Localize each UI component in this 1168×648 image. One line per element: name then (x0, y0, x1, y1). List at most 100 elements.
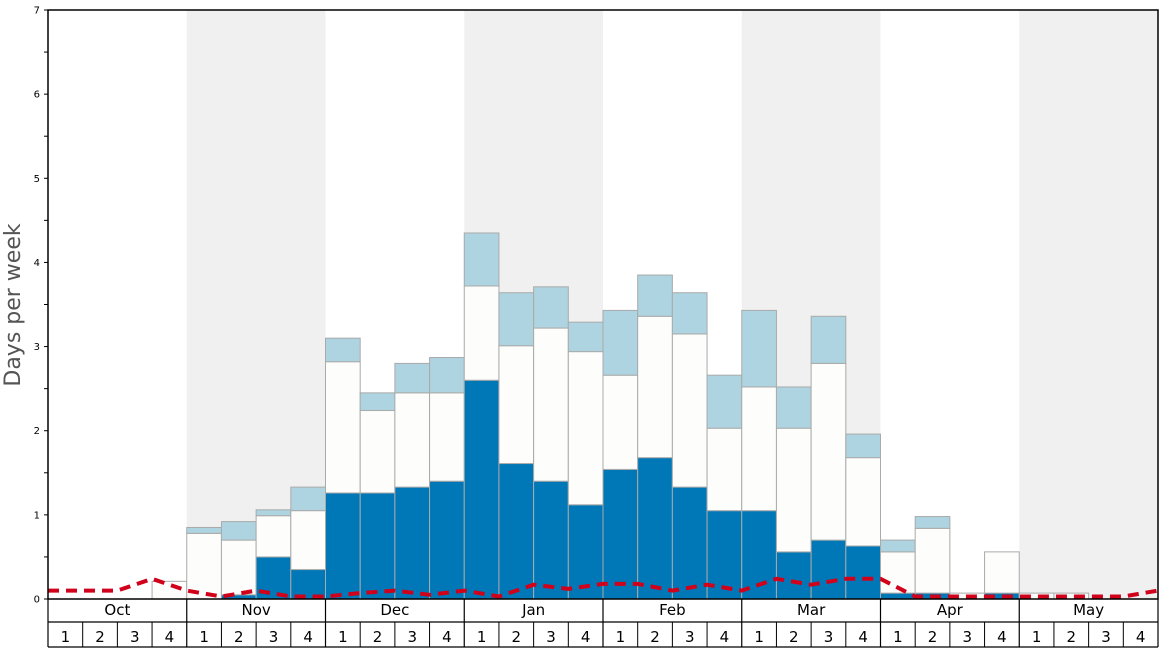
week-label: 3 (130, 628, 140, 646)
bar-segment (290, 486, 326, 512)
bar-segment (186, 532, 222, 600)
month-label: Feb (659, 601, 686, 619)
bar-segment (220, 539, 257, 596)
y-tick-label: 0 (34, 595, 40, 606)
week-label: 2 (512, 628, 522, 646)
week-label: 1 (338, 628, 348, 646)
bar-segment (463, 285, 500, 381)
bar-segment (186, 526, 222, 534)
week-label: 1 (199, 628, 209, 646)
week-label: 4 (581, 628, 591, 646)
week-label: 1 (61, 628, 71, 646)
week-label: 4 (720, 628, 730, 646)
bar-segment (498, 292, 535, 347)
week-label: 2 (234, 628, 244, 646)
week-label: 3 (685, 628, 695, 646)
bar-segment (914, 527, 951, 594)
bar-segment (533, 286, 569, 329)
bar-segment (325, 337, 361, 363)
y-tick-label: 6 (34, 90, 40, 101)
bar-segment (984, 551, 1020, 594)
month-label: Oct (104, 601, 130, 619)
bar-segment (429, 392, 465, 482)
bar-segment (845, 457, 881, 547)
month-shade (1019, 10, 1158, 599)
trend-line-group (48, 576, 1159, 599)
bar-segment (359, 410, 396, 494)
bar-segment (845, 545, 881, 600)
trend-line (48, 576, 1159, 599)
bar-segment (741, 386, 777, 512)
month-label: Apr (937, 601, 964, 619)
week-label: 2 (789, 628, 799, 646)
week-label: 2 (373, 628, 383, 646)
bar-segment (706, 427, 743, 512)
week-label: 4 (442, 628, 452, 646)
bars (151, 232, 1090, 600)
bar-segment (394, 362, 431, 394)
bar-segment (359, 392, 396, 412)
month-label: Jan (521, 601, 545, 619)
bar-segment (637, 315, 673, 459)
bar-segment (775, 551, 812, 600)
bar-segment (255, 509, 292, 517)
week-label: 4 (1136, 628, 1146, 646)
bar-segment (602, 309, 639, 376)
y-tick-label: 1 (34, 510, 40, 521)
x-axis: Oct Nov Dec Jan Feb Mar Apr May 1 2 3 4 1 2 3 4 1 2 3 4 1 2 3 4… (47, 599, 1159, 648)
week-label: 2 (1067, 628, 1077, 646)
week-label: 4 (997, 628, 1007, 646)
week-label: 4 (165, 628, 175, 646)
bar-segment (810, 362, 847, 541)
bar-segment (602, 468, 639, 600)
bar-segment (567, 321, 604, 353)
bar-segment (463, 379, 500, 600)
bar-segment (255, 515, 292, 558)
bar-segment (810, 315, 847, 364)
y-tick-label: 5 (34, 174, 40, 185)
bar-segment (671, 292, 708, 335)
bar-segment (637, 457, 673, 600)
bar-segment (498, 463, 535, 600)
bar-segment (394, 392, 431, 488)
bar-segment (706, 374, 743, 429)
bar-segment (914, 516, 951, 529)
bar-segment (498, 345, 535, 465)
bar-segment (775, 386, 812, 429)
week-label: 1 (477, 628, 487, 646)
week-label: 3 (1101, 628, 1111, 646)
bar-segment (602, 374, 639, 470)
month-label: May (1073, 601, 1104, 619)
bar-segment (741, 309, 777, 388)
bar-segment (220, 521, 257, 541)
bar-segment (567, 351, 604, 506)
bar-segment (775, 427, 812, 553)
week-label: 1 (1032, 628, 1042, 646)
bar-segment (429, 480, 465, 600)
y-axis-label: Days per week (1, 223, 26, 386)
month-label: Dec (380, 601, 409, 619)
week-label: 1 (616, 628, 626, 646)
y-tick-label: 7 (34, 6, 40, 17)
bar-segment (325, 492, 361, 600)
bar-segment (671, 333, 708, 488)
bar-segment (880, 592, 916, 600)
bar-segment (325, 361, 361, 494)
bar-segment (429, 357, 465, 394)
week-label: 3 (407, 628, 417, 646)
month-label: Nov (241, 601, 270, 619)
week-label: 1 (893, 628, 903, 646)
y-tick-label: 4 (34, 258, 40, 269)
week-label: 3 (546, 628, 556, 646)
bar-segment (463, 232, 500, 287)
bar-segment (845, 433, 881, 459)
bar-segment (671, 486, 708, 600)
bar-segment (637, 274, 673, 317)
bar-segment (880, 539, 916, 553)
week-label: 3 (824, 628, 834, 646)
bar-segment (533, 327, 569, 482)
week-label: 3 (962, 628, 972, 646)
week-label: 3 (269, 628, 279, 646)
week-label: 4 (858, 628, 868, 646)
